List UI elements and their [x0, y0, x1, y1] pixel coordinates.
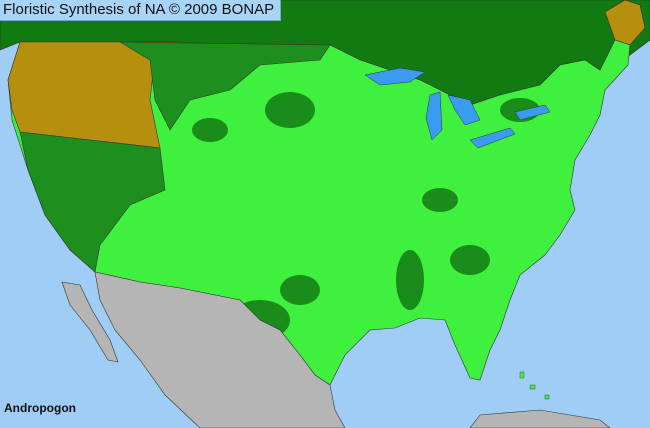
northern-plains-region — [118, 41, 331, 131]
taxon-label: Andropogon — [4, 401, 76, 415]
baja-california — [61, 281, 119, 363]
mexico-region — [94, 271, 346, 428]
cuba — [469, 409, 611, 428]
great-lakes — [364, 67, 551, 149]
map-title: Floristic Synthesis of NA © 2009 BONAP — [0, 0, 282, 21]
western-native-region — [19, 131, 166, 273]
bahamas — [519, 371, 550, 400]
